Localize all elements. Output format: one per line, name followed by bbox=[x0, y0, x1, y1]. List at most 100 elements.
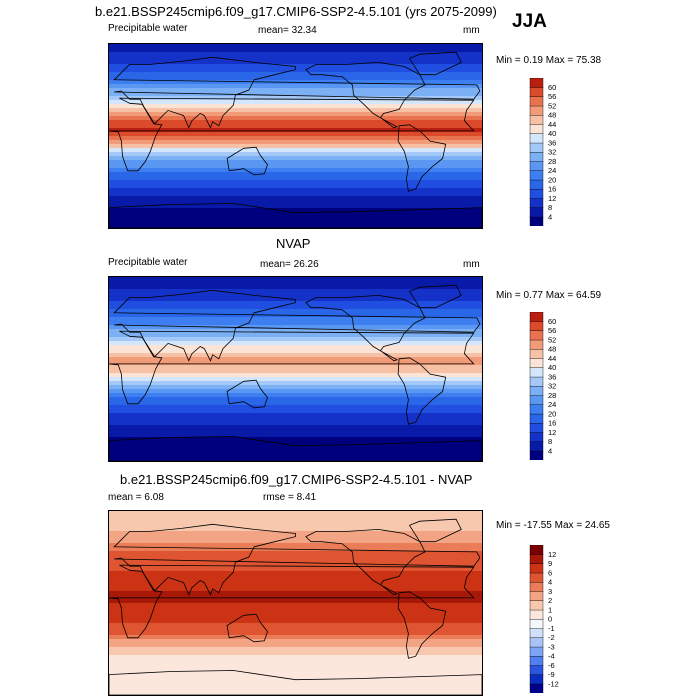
panel2-colorbar-box bbox=[529, 385, 544, 396]
panel2-field-band bbox=[109, 325, 482, 330]
panel3-coastline-australia bbox=[226, 613, 268, 643]
panel2-field-band bbox=[109, 409, 482, 414]
panel2-field-band bbox=[109, 457, 482, 461]
panel2-field-band bbox=[109, 293, 482, 298]
panel3-colorbar-tick-label: 3 bbox=[548, 587, 552, 596]
panel2-map-plot bbox=[109, 277, 482, 461]
panel1-field-band bbox=[109, 160, 482, 165]
panel1-colorbar-tick-label: 32 bbox=[548, 148, 556, 157]
panel3-colorbar-tick-label: -3 bbox=[548, 642, 555, 651]
panel3-field-band bbox=[109, 587, 482, 592]
panel3-colorbar-tick-label: 9 bbox=[548, 559, 552, 568]
panel3-field-band bbox=[109, 523, 482, 528]
panel2-field-band bbox=[109, 425, 482, 430]
panel2-field-band bbox=[109, 345, 482, 350]
panel2-coastline-antarctica bbox=[109, 436, 482, 461]
panel1-field-band bbox=[109, 72, 482, 77]
panel3-map-plot bbox=[109, 511, 482, 695]
panel2-field-band bbox=[109, 365, 482, 370]
panel1-field-band bbox=[109, 120, 482, 125]
panel3-colorbar-box bbox=[529, 581, 544, 592]
panel1-colorbar-box bbox=[529, 151, 544, 162]
panel3-field-band bbox=[109, 655, 482, 660]
panel3-field-band bbox=[109, 599, 482, 604]
panel3-rmse-label: rmse = 8.41 bbox=[263, 492, 317, 503]
panel1-field-band bbox=[109, 104, 482, 109]
panel1-coastline-greenland bbox=[408, 51, 462, 76]
panel3-field-band bbox=[109, 519, 482, 524]
panel1-field-band bbox=[109, 76, 482, 81]
panel1-colorbar-tick-label: 44 bbox=[548, 120, 556, 129]
panel1-field-band bbox=[109, 100, 482, 105]
panel3-coastline-antarctica bbox=[109, 670, 482, 695]
panel2-field-band bbox=[109, 381, 482, 386]
panel2-colorbar-box bbox=[529, 376, 544, 387]
panel3-colorbar-tick-label: -12 bbox=[548, 679, 559, 688]
panel1-colorbar-box bbox=[529, 78, 544, 88]
panel2-colorbar-tick-label: 32 bbox=[548, 382, 556, 391]
panel1-colorbar-box bbox=[529, 142, 544, 153]
panel1-field-band bbox=[109, 56, 482, 61]
panel3-field-band bbox=[109, 607, 482, 612]
panel3-colorbar-box bbox=[529, 554, 544, 565]
panel2-colorbar-box bbox=[529, 432, 544, 443]
panel2-colorbar-box bbox=[529, 358, 544, 369]
panel3-colorbar-tick-label: -1 bbox=[548, 624, 555, 633]
panel2-units-label: mm bbox=[463, 259, 480, 270]
panel3-field-band bbox=[109, 635, 482, 640]
panel3-colorbar-tick-label: 1 bbox=[548, 605, 552, 614]
panel3-colorbar-box bbox=[529, 618, 544, 629]
panel3-coastline-north-america bbox=[305, 528, 426, 596]
panel2-colorbar-box bbox=[529, 413, 544, 424]
panel2-field-band bbox=[109, 429, 482, 434]
panel2-field-band bbox=[109, 357, 482, 362]
panel3-field-band bbox=[109, 659, 482, 664]
panel3-colorbar-box bbox=[529, 628, 544, 639]
panel1-field-band bbox=[109, 208, 482, 213]
panel2-coastline-north-america bbox=[305, 294, 426, 362]
panel3-title: b.e21.BSSP245cmip6.f09_g17.CMIP6-SSP2-4.… bbox=[120, 472, 473, 487]
panel2-colorbar-box bbox=[529, 312, 544, 322]
panel3-map bbox=[108, 510, 483, 696]
panel1-field-band bbox=[109, 188, 482, 193]
panel1-colorbar-box bbox=[529, 179, 544, 190]
panel1-field-band bbox=[109, 84, 482, 89]
panel1-field-band bbox=[109, 204, 482, 209]
panel1-field-band bbox=[109, 108, 482, 113]
panel1-colorbar-box bbox=[529, 124, 544, 135]
panel1-colorbar-box bbox=[529, 87, 544, 98]
panel2-colorbar-tick-label: 48 bbox=[548, 345, 556, 354]
panel1-colorbar-tick-label: 20 bbox=[548, 175, 556, 184]
panel3-colorbar-tick-label: 6 bbox=[548, 568, 552, 577]
panel3-field-band bbox=[109, 559, 482, 564]
panel2-field-band bbox=[109, 333, 482, 338]
panel1-variable-label: Precipitable water bbox=[108, 23, 188, 34]
panel1-colorbar-tick-label: 36 bbox=[548, 138, 556, 147]
panel2-field-band bbox=[109, 441, 482, 446]
panel2-colorbar-box bbox=[529, 404, 544, 415]
panel2-field-band bbox=[109, 281, 482, 286]
panel1-coastline-eurasia bbox=[113, 56, 481, 129]
panel1-field-band bbox=[109, 184, 482, 189]
panel2-map bbox=[108, 276, 483, 462]
panel3-field-band bbox=[109, 591, 482, 596]
panel3-colorbar-box bbox=[529, 572, 544, 583]
panel2-coastline-greenland bbox=[408, 284, 462, 309]
panel3-field-band bbox=[109, 691, 482, 695]
panel1-mean-label: mean= 32.34 bbox=[258, 25, 317, 36]
panel2-field-band bbox=[109, 321, 482, 326]
panel2-field-band bbox=[109, 405, 482, 410]
panel2-colorbar-tick-label: 16 bbox=[548, 419, 556, 428]
panel2-field-band bbox=[109, 285, 482, 290]
panel1-colorbar-box bbox=[529, 207, 544, 218]
panel3-field-band bbox=[109, 603, 482, 608]
panel1-units-label: mm bbox=[463, 25, 480, 36]
panel1-colorbar-tick-label: 40 bbox=[548, 129, 556, 138]
panel3-colorbar-box bbox=[529, 646, 544, 657]
panel3-field-band bbox=[109, 535, 482, 540]
panel1-field-band bbox=[109, 180, 482, 185]
panel1-field-band bbox=[109, 152, 482, 157]
panel3-field-band bbox=[109, 543, 482, 548]
panel3-field-band bbox=[109, 643, 482, 648]
